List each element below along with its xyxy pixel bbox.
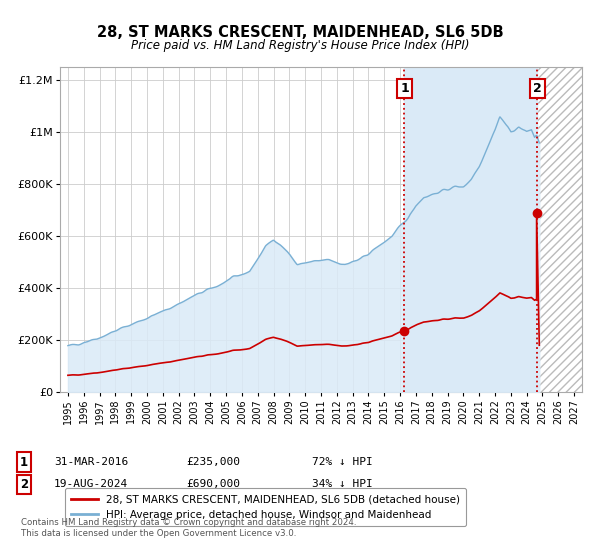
Text: £235,000: £235,000 bbox=[186, 457, 240, 467]
Text: 34% ↓ HPI: 34% ↓ HPI bbox=[312, 479, 373, 489]
Text: £690,000: £690,000 bbox=[186, 479, 240, 489]
Text: 19-AUG-2024: 19-AUG-2024 bbox=[54, 479, 128, 489]
Polygon shape bbox=[536, 67, 582, 392]
Legend: 28, ST MARKS CRESCENT, MAIDENHEAD, SL6 5DB (detached house), HPI: Average price,: 28, ST MARKS CRESCENT, MAIDENHEAD, SL6 5… bbox=[65, 488, 466, 526]
Text: This data is licensed under the Open Government Licence v3.0.: This data is licensed under the Open Gov… bbox=[21, 530, 296, 539]
Text: 28, ST MARKS CRESCENT, MAIDENHEAD, SL6 5DB: 28, ST MARKS CRESCENT, MAIDENHEAD, SL6 5… bbox=[97, 25, 503, 40]
Text: Contains HM Land Registry data © Crown copyright and database right 2024.: Contains HM Land Registry data © Crown c… bbox=[21, 519, 356, 528]
Bar bbox=[404, 67, 536, 392]
Text: 31-MAR-2016: 31-MAR-2016 bbox=[54, 457, 128, 467]
Text: 1: 1 bbox=[20, 455, 28, 469]
Text: 2: 2 bbox=[20, 478, 28, 491]
Text: Price paid vs. HM Land Registry's House Price Index (HPI): Price paid vs. HM Land Registry's House … bbox=[131, 39, 469, 52]
Text: 2: 2 bbox=[533, 82, 542, 95]
Text: 1: 1 bbox=[400, 82, 409, 95]
Text: 72% ↓ HPI: 72% ↓ HPI bbox=[312, 457, 373, 467]
